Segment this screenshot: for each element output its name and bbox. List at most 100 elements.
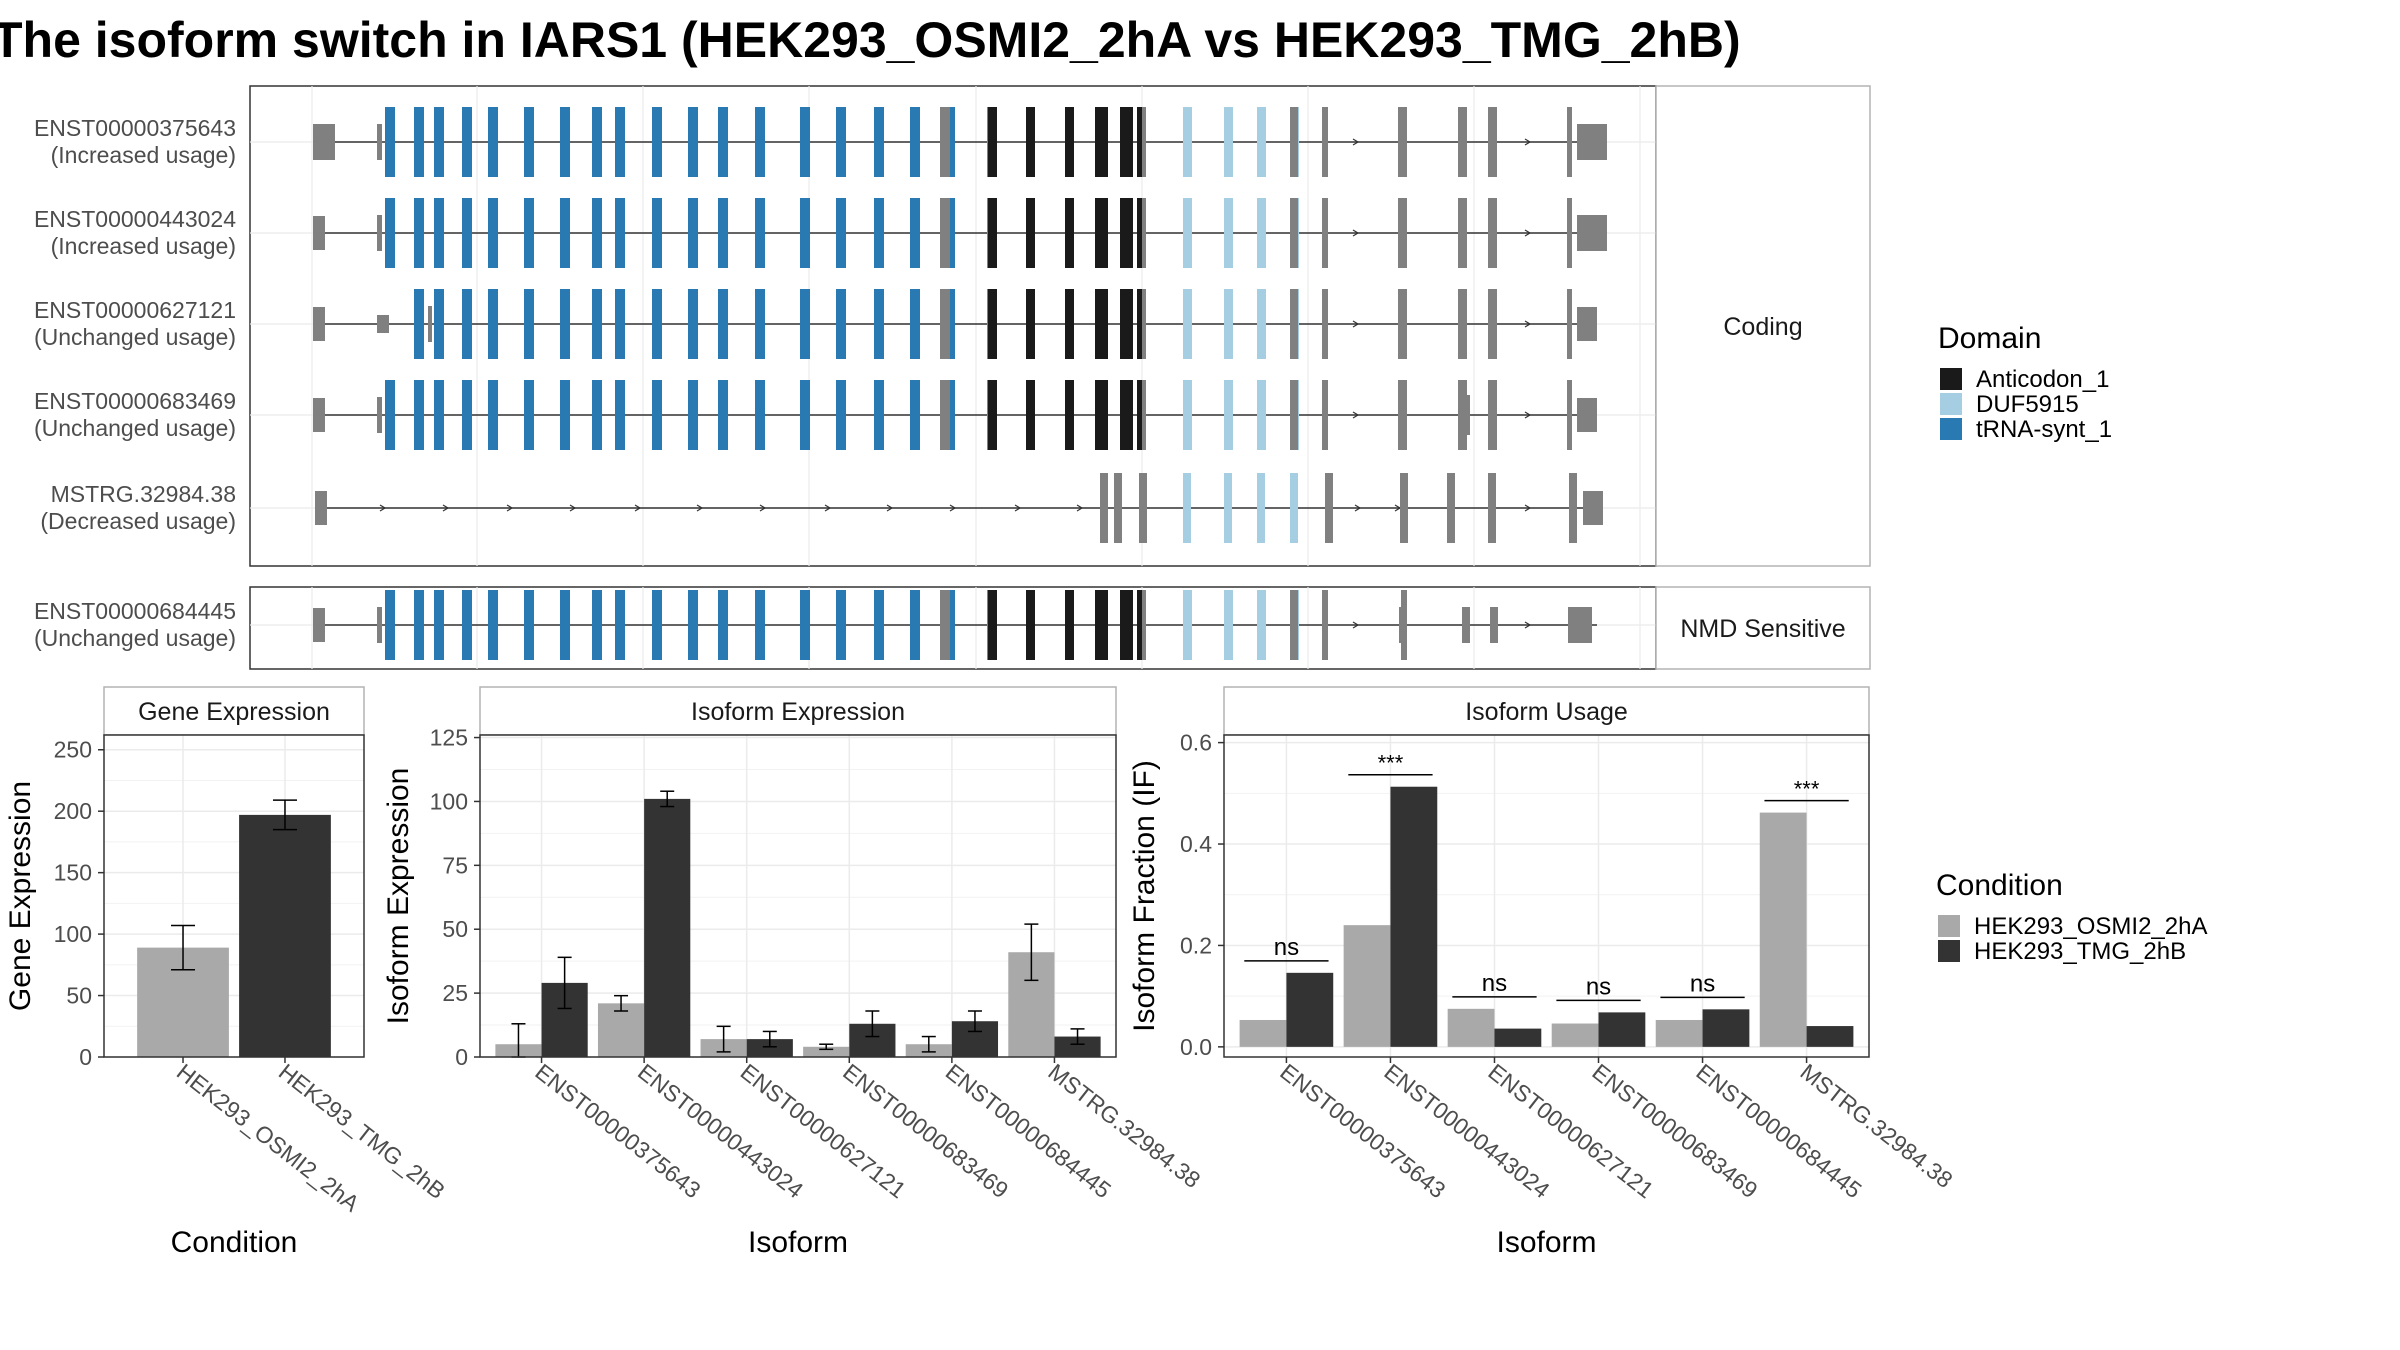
y-tick-label: 50 bbox=[66, 983, 92, 1009]
y-tick-label: 100 bbox=[54, 921, 92, 947]
bar bbox=[1551, 1023, 1599, 1047]
exon-block bbox=[1322, 198, 1328, 268]
bar bbox=[1655, 1019, 1703, 1047]
exon-block bbox=[1137, 590, 1146, 660]
exon-block bbox=[1183, 590, 1192, 660]
domain-legend-title: Domain bbox=[1938, 322, 2041, 355]
figure-title: The isoform switch in IARS1 (HEK293_OSMI… bbox=[0, 12, 1741, 68]
exon-block bbox=[1120, 198, 1133, 268]
significance-label: *** bbox=[1794, 777, 1820, 802]
exon-block bbox=[1120, 107, 1133, 177]
significance-label: ns bbox=[1586, 973, 1611, 1000]
y-tick-label: 0 bbox=[79, 1044, 92, 1070]
exon-block bbox=[1139, 473, 1147, 543]
exon-block bbox=[940, 198, 950, 268]
exon-block bbox=[592, 289, 602, 359]
exon-block bbox=[313, 398, 325, 432]
exon-block bbox=[434, 107, 444, 177]
significance-label: ns bbox=[1690, 970, 1715, 997]
exon-block bbox=[688, 590, 698, 660]
exon-block bbox=[1142, 107, 1146, 177]
exon-block bbox=[1026, 380, 1035, 450]
y-tick-label: 250 bbox=[54, 737, 92, 763]
exon-block bbox=[1065, 289, 1074, 359]
exon-block bbox=[688, 289, 698, 359]
panel-frame bbox=[103, 734, 365, 1058]
strand-arrow bbox=[634, 504, 642, 512]
exon-block bbox=[560, 107, 570, 177]
exon-block bbox=[755, 289, 765, 359]
exon-block bbox=[615, 289, 625, 359]
exon-block bbox=[1488, 380, 1497, 450]
strand-arrow bbox=[949, 504, 957, 512]
y-tick-label: 0.4 bbox=[1180, 831, 1212, 857]
condition-legend-label: HEK293_TMG_2hB bbox=[1974, 938, 2186, 965]
y-tick-label: 100 bbox=[430, 788, 468, 814]
exon-block bbox=[1488, 107, 1497, 177]
exon-block bbox=[1568, 607, 1592, 643]
exon-block bbox=[462, 198, 472, 268]
y-axis-title: Isoform Fraction (IF) bbox=[1128, 760, 1161, 1032]
exon-block bbox=[1398, 289, 1407, 359]
exon-block bbox=[1458, 198, 1467, 268]
exon-block bbox=[1322, 289, 1328, 359]
exon-block bbox=[988, 289, 997, 359]
exon-block bbox=[1462, 607, 1470, 643]
exon-block bbox=[1224, 198, 1233, 268]
strand-arrow bbox=[1524, 138, 1532, 146]
transcript-row bbox=[313, 590, 1597, 660]
exon-block bbox=[1095, 590, 1108, 660]
exon-block bbox=[488, 198, 498, 268]
exon-block bbox=[385, 380, 395, 450]
exon-block bbox=[1290, 380, 1298, 450]
condition-legend-swatch bbox=[1938, 940, 1960, 962]
strand-arrow bbox=[1014, 504, 1022, 512]
domain-legend-swatch bbox=[1940, 393, 1962, 415]
exon-block bbox=[1577, 398, 1597, 432]
strand-arrow bbox=[506, 504, 514, 512]
domain-legend-swatch bbox=[1940, 368, 1962, 390]
exon-block bbox=[1290, 590, 1298, 660]
exon-block bbox=[1322, 380, 1328, 450]
exon-block bbox=[524, 289, 534, 359]
significance-label: ns bbox=[1482, 970, 1507, 997]
exon-block bbox=[462, 380, 472, 450]
strand-arrow bbox=[379, 504, 387, 512]
exon-block bbox=[1290, 473, 1298, 543]
transcript-row bbox=[315, 473, 1603, 543]
exon-block bbox=[940, 107, 950, 177]
exon-block bbox=[1120, 289, 1133, 359]
exon-block bbox=[1183, 289, 1192, 359]
exon-block bbox=[377, 607, 382, 643]
exon-block bbox=[1224, 107, 1233, 177]
exon-block bbox=[1142, 289, 1146, 359]
transcript-id-label: ENST00000375643 bbox=[34, 115, 236, 141]
exon-block bbox=[615, 198, 625, 268]
facet-strip-label: Coding bbox=[1723, 313, 1802, 341]
exon-block bbox=[988, 590, 997, 660]
exon-block bbox=[910, 590, 920, 660]
domain-legend-label: DUF5915 bbox=[1976, 391, 2079, 418]
significance-label: *** bbox=[1378, 751, 1404, 776]
exon-block bbox=[1322, 590, 1328, 660]
strand-arrow bbox=[1352, 411, 1360, 419]
expression-bar-charts: Gene Expression050100150200250HEK293_OSM… bbox=[4, 686, 1958, 1259]
exon-block bbox=[1026, 107, 1035, 177]
exon-block bbox=[1065, 198, 1074, 268]
exon-block bbox=[988, 107, 997, 177]
exon-block bbox=[385, 198, 395, 268]
exon-block bbox=[874, 590, 884, 660]
bar bbox=[746, 1039, 793, 1057]
bar bbox=[1759, 812, 1807, 1047]
facet-strip bbox=[103, 686, 365, 736]
strand-arrow bbox=[1352, 138, 1360, 146]
bar bbox=[1054, 1036, 1101, 1057]
exon-block bbox=[910, 380, 920, 450]
exon-block bbox=[313, 608, 325, 642]
facet-strip bbox=[1655, 85, 1871, 567]
exon-block bbox=[434, 289, 444, 359]
exon-block bbox=[524, 380, 534, 450]
bar bbox=[1494, 1028, 1542, 1047]
exon-block bbox=[800, 289, 810, 359]
